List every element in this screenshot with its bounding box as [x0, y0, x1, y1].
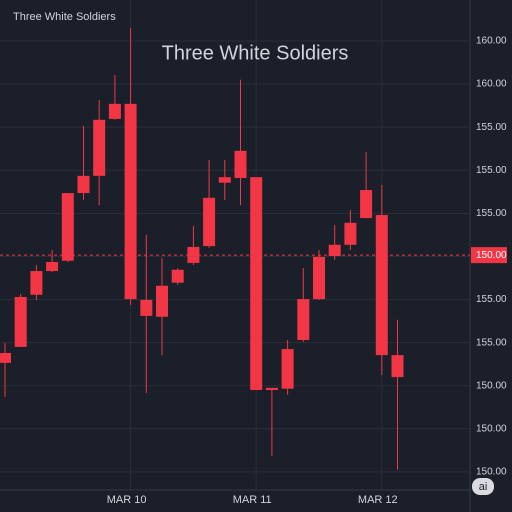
candle-body	[140, 299, 153, 316]
badge-bg	[472, 478, 494, 495]
candle-body	[234, 150, 247, 178]
y-tick-label: 160.00	[476, 36, 507, 47]
y-tick-label: 150.00	[476, 423, 507, 434]
candle-body	[360, 190, 373, 219]
candle-body	[108, 103, 121, 119]
candle-body	[46, 262, 59, 272]
candle-body	[328, 244, 341, 256]
y-tick-label: 155.00	[476, 337, 507, 348]
candle-body	[61, 193, 74, 261]
price-label-bg	[471, 247, 507, 264]
candle-body	[14, 296, 27, 347]
candle-body	[171, 269, 184, 283]
x-tick-label: MAR 10	[107, 494, 147, 506]
candle-body	[77, 175, 90, 194]
y-tick-label: 150.00	[476, 467, 507, 478]
candle-body	[218, 177, 231, 183]
header: Three White Soldiers	[13, 11, 116, 23]
chart-title: Three White Soldiers	[162, 42, 349, 64]
x-tick-label: MAR 11	[233, 494, 272, 506]
candle-body	[391, 355, 404, 378]
candle-body	[250, 177, 263, 391]
candle-body	[0, 352, 11, 363]
candle-body	[281, 349, 294, 389]
candle-body	[375, 215, 388, 356]
candle-body	[93, 119, 106, 176]
candle-body	[344, 222, 357, 245]
candle-body	[187, 246, 200, 263]
candle-body	[30, 271, 43, 295]
y-tick-label: 155.00	[476, 122, 507, 133]
x-tick-label: MAR 12	[358, 494, 398, 506]
candle-body	[203, 197, 216, 247]
price-label: 150.00	[476, 250, 507, 261]
candle-body	[313, 256, 325, 300]
y-tick-label: 155.00	[476, 294, 507, 305]
candle-body	[297, 299, 310, 341]
y-tick-label: 160.00	[476, 79, 507, 90]
y-tick-label: 155.00	[476, 208, 507, 219]
y-tick-label: 155.00	[476, 165, 507, 176]
badge: ai	[479, 481, 488, 493]
candle-body	[156, 285, 168, 317]
candle-body	[124, 103, 137, 300]
y-tick-label: 150.00	[476, 380, 507, 391]
candle-body	[265, 387, 278, 391]
